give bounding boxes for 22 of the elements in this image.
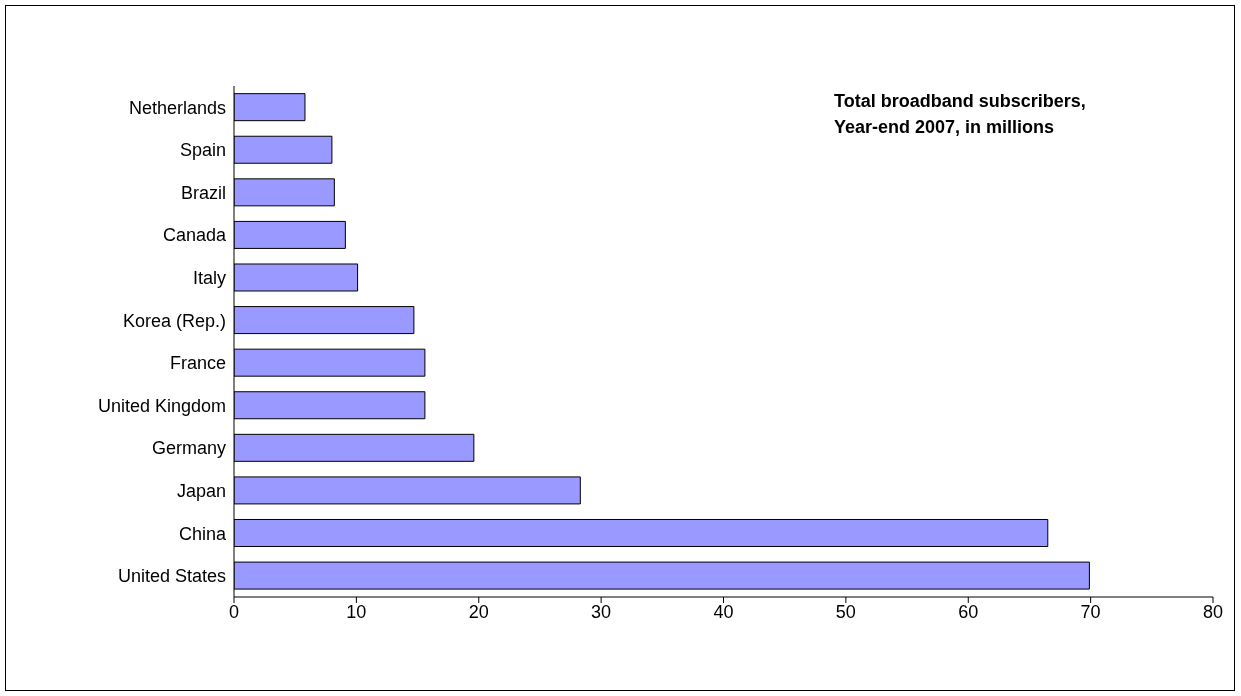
x-tick-label: 50 [835, 601, 856, 622]
x-tick-label: 10 [346, 601, 367, 622]
y-tick-label: Korea (Rep.) [122, 310, 226, 331]
y-tick-label: Germany [151, 438, 226, 459]
y-tick-label: China [178, 523, 227, 544]
y-tick-label: Netherlands [128, 97, 226, 118]
y-tick-label: Spain [179, 140, 226, 161]
x-tick-label: 80 [1202, 601, 1224, 622]
text: Total broadband subscribers, Year-end 2007, in millions [834, 90, 1086, 139]
y-tick-label: Japan [176, 480, 226, 501]
y-tick-label: United States [117, 566, 226, 587]
y-tick-label: Italy [192, 268, 226, 289]
y-tick-label: Brazil [180, 182, 226, 203]
y-tick-label: France [169, 353, 226, 374]
x-tick-label: 20 [468, 601, 489, 622]
x-tick-label: 40 [713, 601, 734, 622]
x-tick-label: 60 [958, 601, 979, 622]
x-tick-label: 70 [1080, 601, 1101, 622]
y-tick-label: Canada [162, 225, 227, 246]
x-tick-label: 0 [228, 601, 240, 622]
x-tick-label: 30 [591, 601, 612, 622]
y-tick-label: United Kingdom [97, 395, 226, 416]
